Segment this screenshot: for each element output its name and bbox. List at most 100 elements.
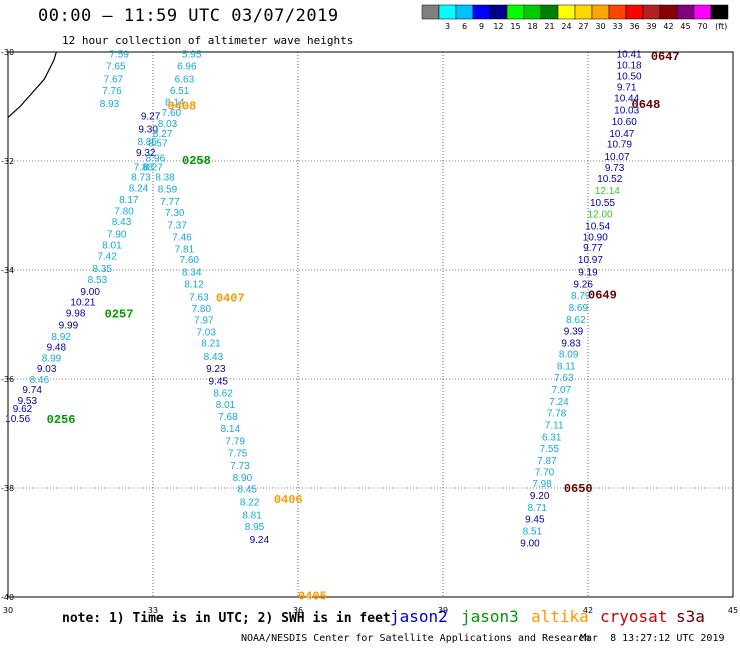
wave-height-label: 6.51 — [170, 86, 190, 97]
wave-height-label: 7.11 — [545, 420, 564, 431]
colorbar-swatch — [540, 4, 559, 20]
colorbar-label: 18 — [527, 22, 537, 31]
pass-time-label: 0648 — [632, 98, 661, 112]
wave-height-label: 7.30 — [165, 208, 185, 219]
wave-height-label: 9.23 — [206, 364, 226, 375]
wave-height-label: 9.19 — [578, 268, 598, 279]
wave-height-label: 9.32 — [136, 148, 156, 159]
wave-height-label: 7.77 — [160, 197, 180, 208]
wave-height-label: 7.97 — [194, 316, 214, 327]
colorbar-label: 24 — [561, 22, 571, 31]
satellite-label-jason2: jason2 — [390, 607, 448, 626]
wave-height-label: 8.45 — [238, 485, 258, 496]
colorbar-swatch — [557, 4, 576, 20]
wave-height-label: 7.79 — [225, 437, 245, 448]
wave-height-label: 5.95 — [182, 50, 202, 61]
colorbar-label: 39 — [646, 22, 656, 31]
wave-height-label: 8.93 — [100, 99, 120, 110]
colorbar-label: 27 — [578, 22, 588, 31]
wave-height-label: 8.57 — [148, 139, 168, 150]
wave-height-label: 9.73 — [605, 163, 625, 174]
x-tick-label: 30 — [3, 606, 13, 615]
satellite-label-s3a: s3a — [676, 607, 705, 626]
colorbar-swatch — [506, 4, 525, 20]
wave-height-label: 7.65 — [106, 62, 126, 73]
colorbar-swatch — [608, 4, 627, 20]
wave-height-label: 12.14 — [595, 186, 620, 197]
wave-height-label: 8.34 — [182, 268, 202, 279]
pass-time-label: 0258 — [182, 154, 211, 168]
wave-height-label: 9.00 — [520, 539, 540, 550]
data-labels: 7.597.657.677.76 8.93 9.27 9.30 8.859.32 7.88… — [5, 50, 679, 604]
chart-title: 00:00 – 11:59 UTC 03/07/2019 — [38, 6, 339, 26]
colorbar-label: 9 — [479, 22, 484, 31]
y-tick-label: -30 — [1, 48, 14, 57]
wave-height-label: 8.03 — [158, 119, 178, 130]
colorbar-swatch — [472, 4, 491, 20]
wave-height-label: 7.37 — [167, 220, 187, 231]
wave-height-label: 7.03 — [196, 328, 216, 339]
x-tick-label: 33 — [148, 606, 158, 615]
wave-height-label: 8.27 — [153, 129, 173, 140]
wave-height-label: 7.67 — [104, 74, 124, 85]
wave-height-label: 7.75 — [228, 449, 248, 460]
wave-height-label: 9.24 — [250, 535, 270, 546]
wave-height-label: 9.98 — [66, 309, 86, 320]
wave-height-label: 7.24 — [549, 397, 569, 408]
pass-time-label: 0406 — [274, 493, 303, 507]
satellite-label-jason3: jason3 — [461, 607, 519, 626]
wave-height-label: 9.00 — [80, 287, 100, 298]
plot-frame — [7, 51, 734, 598]
satellite-label-cryosat: cryosat — [600, 607, 668, 626]
satellite-label-altika: altika — [531, 607, 589, 626]
wave-height-label: 8.62 — [213, 389, 233, 400]
pass-time-label: 0257 — [105, 308, 134, 322]
wave-height-label: 12.00 — [588, 209, 613, 220]
colorbar-label: 15 — [510, 22, 520, 31]
pass-time-label: 0408 — [168, 99, 197, 113]
wave-height-label: 6.96 — [177, 62, 197, 73]
wave-height-label: 8.27 — [143, 163, 163, 174]
colorbar-label: 42 — [663, 22, 673, 31]
wave-height-label: 8.21 — [201, 339, 221, 350]
footer-note: note: 1) Time is in UTC; 2) SWH is in fe… — [62, 611, 391, 626]
wave-height-label: 8.92 — [51, 332, 71, 343]
colorbar-swatch — [710, 4, 729, 20]
wave-height-label: 6.31 — [542, 432, 562, 443]
wave-height-label: 8.85 — [137, 137, 157, 148]
wave-height-label: 9.39 — [564, 327, 584, 338]
wave-height-label: 8.69 — [569, 303, 589, 314]
wave-height-label: 7.88 — [134, 163, 154, 174]
wave-height-label: 10.41 — [617, 50, 642, 61]
wave-height-label: 8.79 — [571, 291, 591, 302]
wave-height-label: 8.38 — [155, 172, 175, 183]
colorbar-swatch — [421, 4, 440, 20]
colorbar-swatch — [676, 4, 695, 20]
wave-height-label: 8.22 — [240, 498, 260, 509]
wave-height-label: 9.62 — [13, 404, 33, 415]
wave-height-label: 7.81 — [175, 244, 195, 255]
wave-height-label: 8.59 — [158, 184, 178, 195]
wave-height-label: 9.48 — [47, 342, 67, 353]
wave-height-label: 7.55 — [540, 444, 560, 455]
wave-height-label: 6.63 — [175, 74, 195, 85]
coastline-path — [7, 51, 57, 118]
wave-height-label: 9.45 — [525, 515, 545, 526]
wave-height-label: 8.35 — [93, 264, 113, 275]
wave-height-label: 8.95 — [245, 522, 265, 533]
wave-height-label: 8.71 — [528, 503, 548, 514]
generation-timestamp: Mar 8 13:27:12 UTC 2019 — [580, 633, 725, 644]
wave-height-label: 9.30 — [138, 124, 158, 135]
colorbar-label: 12 — [493, 22, 503, 31]
colorbar-swatch — [642, 4, 661, 20]
grid-lines — [8, 52, 733, 597]
x-tick-label: 39 — [438, 606, 448, 615]
colorbar-swatch — [574, 4, 593, 20]
wave-height-label: 10.54 — [585, 221, 610, 232]
wave-height-label: 9.45 — [209, 377, 229, 388]
pass-time-label: 0649 — [588, 289, 617, 303]
wave-height-label: 10.55 — [590, 198, 615, 209]
y-tick-label: -34 — [1, 266, 14, 275]
wave-height-label: 8.43 — [204, 352, 224, 363]
